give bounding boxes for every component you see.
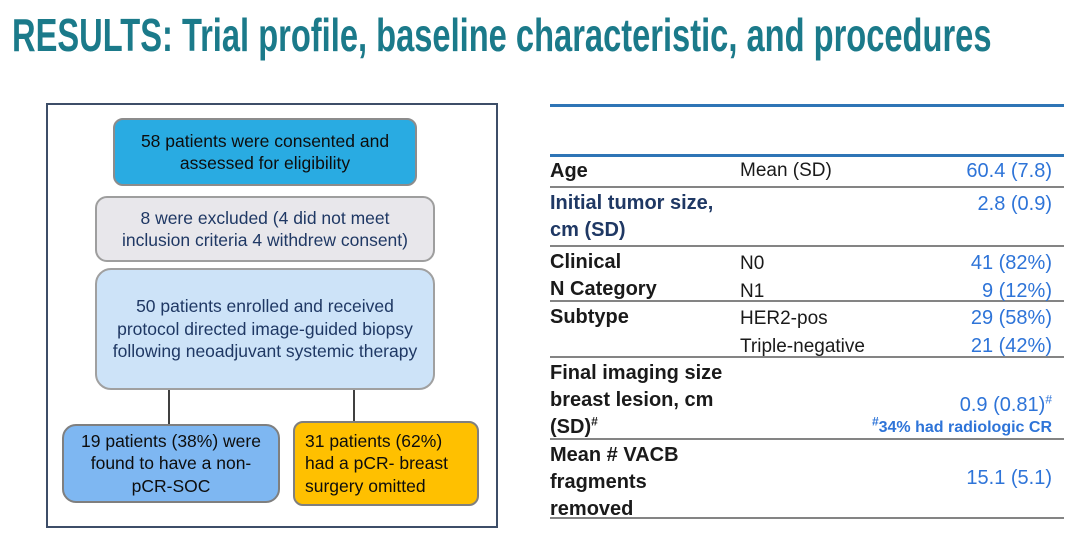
row-label: Mean # VACB fragments removed [550,444,679,520]
flow-box-nonpcr-text: 19 patients (38%) were found to have a n… [81,430,261,496]
table-row-clinical-n-category: Clinical N Category N0 N1 41 (82%) 9 (12… [550,247,1064,302]
hash-superscript: # [871,414,879,429]
page-title: RESULTS: Trial profile, baseline charact… [12,9,992,61]
table-row-initial-tumor-size: Initial tumor size, cm (SD) 2.8 (0.9) [550,188,1064,247]
row-measure: HER2-pos Triple-negative [740,308,865,357]
hash-superscript: # [1045,392,1052,407]
flow-connector-left [168,390,170,424]
table-row-subtype: Subtype HER2-pos Triple-negative 29 (58%… [550,302,1064,358]
flow-box-enrolled: 50 patients enrolled and received protoc… [95,268,435,390]
row-label: Age [550,160,588,182]
row-label: Subtype [550,306,629,328]
row-label: Final imaging size breast lesion, cm (SD… [550,362,723,438]
baseline-characteristics-table: Age Mean (SD) 60.4 (7.8) Initial tumor s… [550,104,1064,520]
flow-connector-right [353,390,355,421]
flow-box-pcr: 31 patients (62%) had a pCR- breast surg… [293,421,479,506]
row-value: 60.4 (7.8) [966,160,1052,182]
row-value: 41 (82%) 9 (12%) [970,252,1052,302]
table-header-band [550,107,1064,157]
flow-box-enrolled-text: 50 patients enrolled and received protoc… [112,296,418,362]
row-measure: Mean (SD) [740,160,832,181]
trial-profile-flowchart: 58 patients were consented and assessed … [46,103,498,528]
flow-box-consented-text: 58 patients were consented and assessed … [140,130,390,173]
radiologic-cr-footnote: #34% had radiologic CR [871,414,1052,436]
flow-box-consented: 58 patients were consented and assessed … [113,118,417,186]
row-measure: N0 N1 [740,253,765,302]
row-label: Initial tumor size, cm (SD) [550,192,714,241]
flow-box-excluded: 8 were excluded (4 did not meet inclusio… [95,196,435,262]
flow-box-pcr-text: 31 patients (62%) had a pCR- breast surg… [305,430,448,496]
row-value-block: 0.9 (0.81)# #34% had radiologic CR [740,358,1064,441]
hash-superscript: # [591,414,598,429]
row-value: 15.1 (5.1) [966,467,1052,489]
row-value: 0.9 (0.81)# [959,392,1052,416]
row-measure [740,188,905,191]
flow-box-nonpcr: 19 patients (38%) were found to have a n… [62,424,280,503]
table-row-age: Age Mean (SD) 60.4 (7.8) [550,157,1064,188]
row-label: Clinical N Category [550,251,657,300]
table-row-final-imaging-size: Final imaging size breast lesion, cm (SD… [550,358,1064,440]
row-value: 2.8 (0.9) [977,193,1052,215]
flow-box-excluded-text: 8 were excluded (4 did not meet inclusio… [122,207,408,250]
table-row-vacb-fragments: Mean # VACB fragments removed 15.1 (5.1) [550,440,1064,520]
row-value: 29 (58%) 21 (42%) [970,307,1052,357]
